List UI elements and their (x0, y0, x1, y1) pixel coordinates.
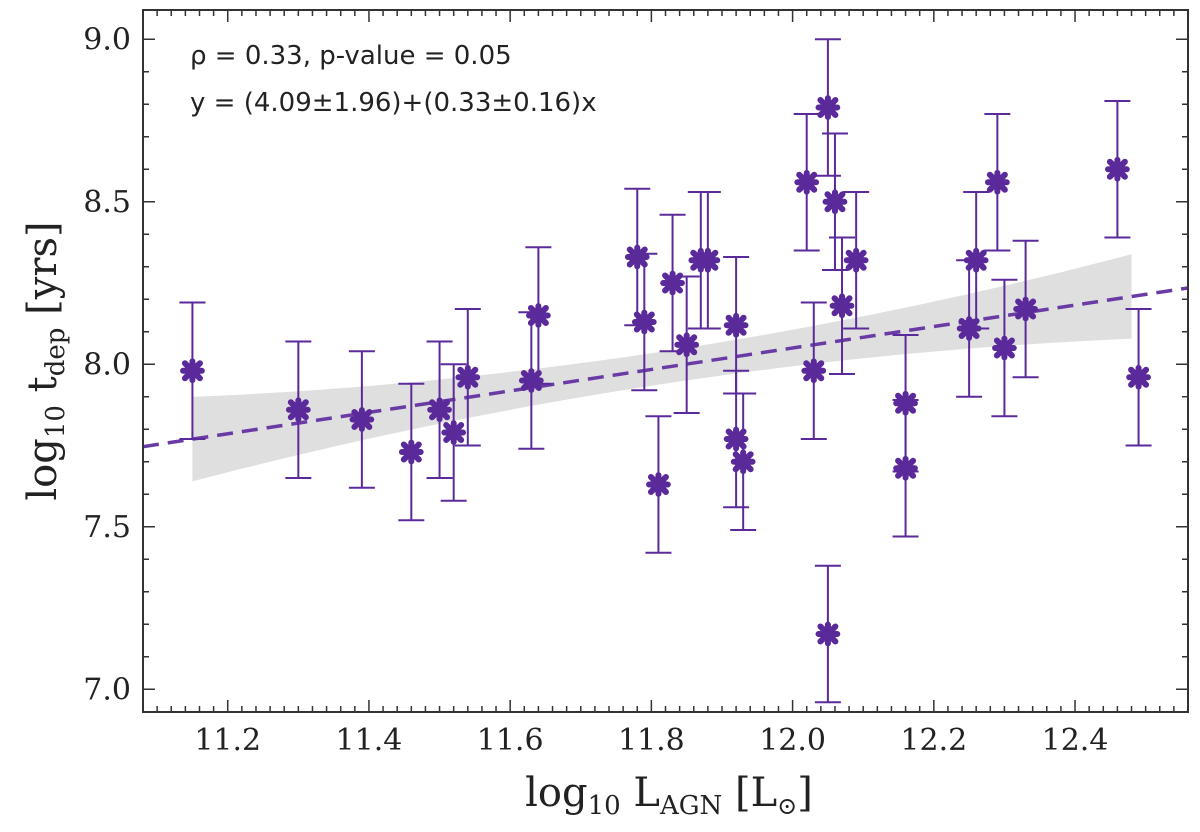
marker (631, 309, 657, 335)
marker (624, 244, 650, 270)
data-point (179, 301, 206, 440)
data-point (892, 399, 919, 538)
confidence-band (192, 254, 1132, 482)
marker (455, 364, 481, 390)
data-point (991, 278, 1018, 418)
marker (180, 358, 205, 384)
marker (815, 95, 841, 120)
data-point (800, 301, 827, 440)
marker (1105, 156, 1130, 182)
y-tick-label: 8.5 (83, 185, 131, 220)
data-point (984, 113, 1011, 252)
data-point (398, 382, 425, 522)
marker (730, 449, 756, 475)
data-point (348, 350, 375, 489)
marker (349, 407, 375, 432)
marker (822, 189, 848, 215)
y-tick-label: 7.0 (83, 672, 131, 707)
data-point (829, 236, 856, 375)
marker (815, 621, 841, 647)
y-tick-label: 8.0 (83, 347, 131, 382)
marker (674, 332, 700, 358)
x-tick-label: 11.6 (477, 723, 544, 758)
data-point (426, 340, 453, 479)
data-point (814, 564, 841, 704)
marker (893, 455, 918, 481)
data-point (645, 415, 672, 554)
data-point (285, 340, 312, 479)
stats-annotation: ρ = 0.33, p-value = 0.05 (190, 41, 512, 71)
data-point (723, 369, 750, 509)
data-point (821, 132, 848, 271)
marker (794, 169, 820, 195)
marker (1126, 364, 1151, 390)
marker (695, 247, 721, 273)
x-tick-label: 12.4 (1042, 723, 1109, 758)
data-point (518, 311, 545, 450)
marker (723, 312, 749, 338)
marker (285, 397, 311, 423)
marker (801, 358, 827, 384)
fit-line (142, 286, 1189, 449)
marker (984, 169, 1010, 195)
marker (843, 247, 869, 273)
marker (1013, 296, 1038, 322)
data-point (659, 213, 686, 353)
data-point (814, 38, 841, 177)
y-tick-label: 9.0 (83, 22, 131, 57)
x-tick-label: 12.0 (759, 723, 826, 758)
marker (992, 335, 1017, 361)
data-point (730, 392, 757, 531)
marker (526, 303, 551, 328)
y-tick-label: 7.5 (83, 510, 131, 545)
data-point (525, 246, 552, 385)
x-axis-label: log10 LAGN [L⊙] (525, 770, 813, 821)
marker (829, 293, 855, 319)
data-point (1125, 308, 1152, 447)
data-point (963, 191, 990, 330)
data-point (624, 187, 651, 327)
x-tick-label: 11.2 (194, 723, 261, 758)
data-point (1104, 100, 1131, 239)
x-tick-label: 11.8 (618, 723, 685, 758)
data-point (694, 191, 721, 330)
marker (427, 397, 452, 423)
marker (660, 270, 685, 296)
fit-equation-annotation: y = (4.09±1.96)+(0.33±0.16)x (190, 88, 597, 118)
data-point (793, 113, 820, 252)
y-axis-label: log10 tdep [yrs] (20, 221, 71, 500)
marker (518, 368, 544, 393)
x-tick-label: 12.2 (900, 723, 967, 758)
marker (441, 420, 467, 445)
data-point (631, 252, 658, 392)
data-point (843, 191, 870, 330)
marker (723, 426, 749, 452)
data-point (673, 275, 700, 414)
data-point (1012, 239, 1039, 379)
data-point (454, 308, 481, 447)
x-tick-label: 11.4 (336, 723, 403, 758)
marker (646, 472, 671, 497)
marker (398, 439, 424, 465)
data-point (440, 363, 467, 502)
marker (963, 247, 989, 273)
